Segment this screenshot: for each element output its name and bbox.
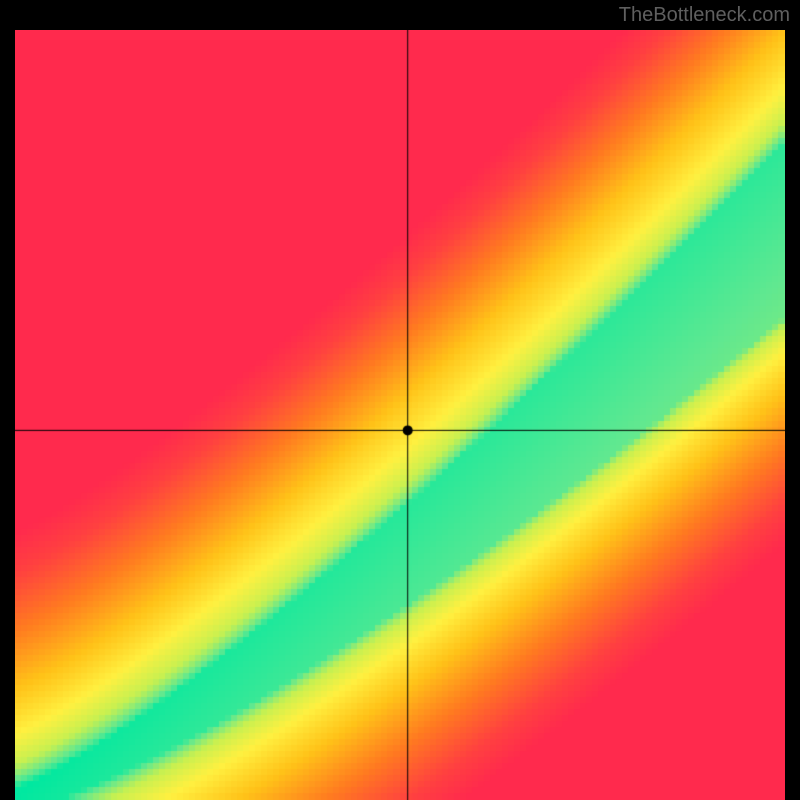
watermark-text: TheBottleneck.com	[619, 4, 790, 27]
bottleneck-heatmap	[15, 30, 785, 800]
chart-container: TheBottleneck.com	[0, 0, 800, 800]
